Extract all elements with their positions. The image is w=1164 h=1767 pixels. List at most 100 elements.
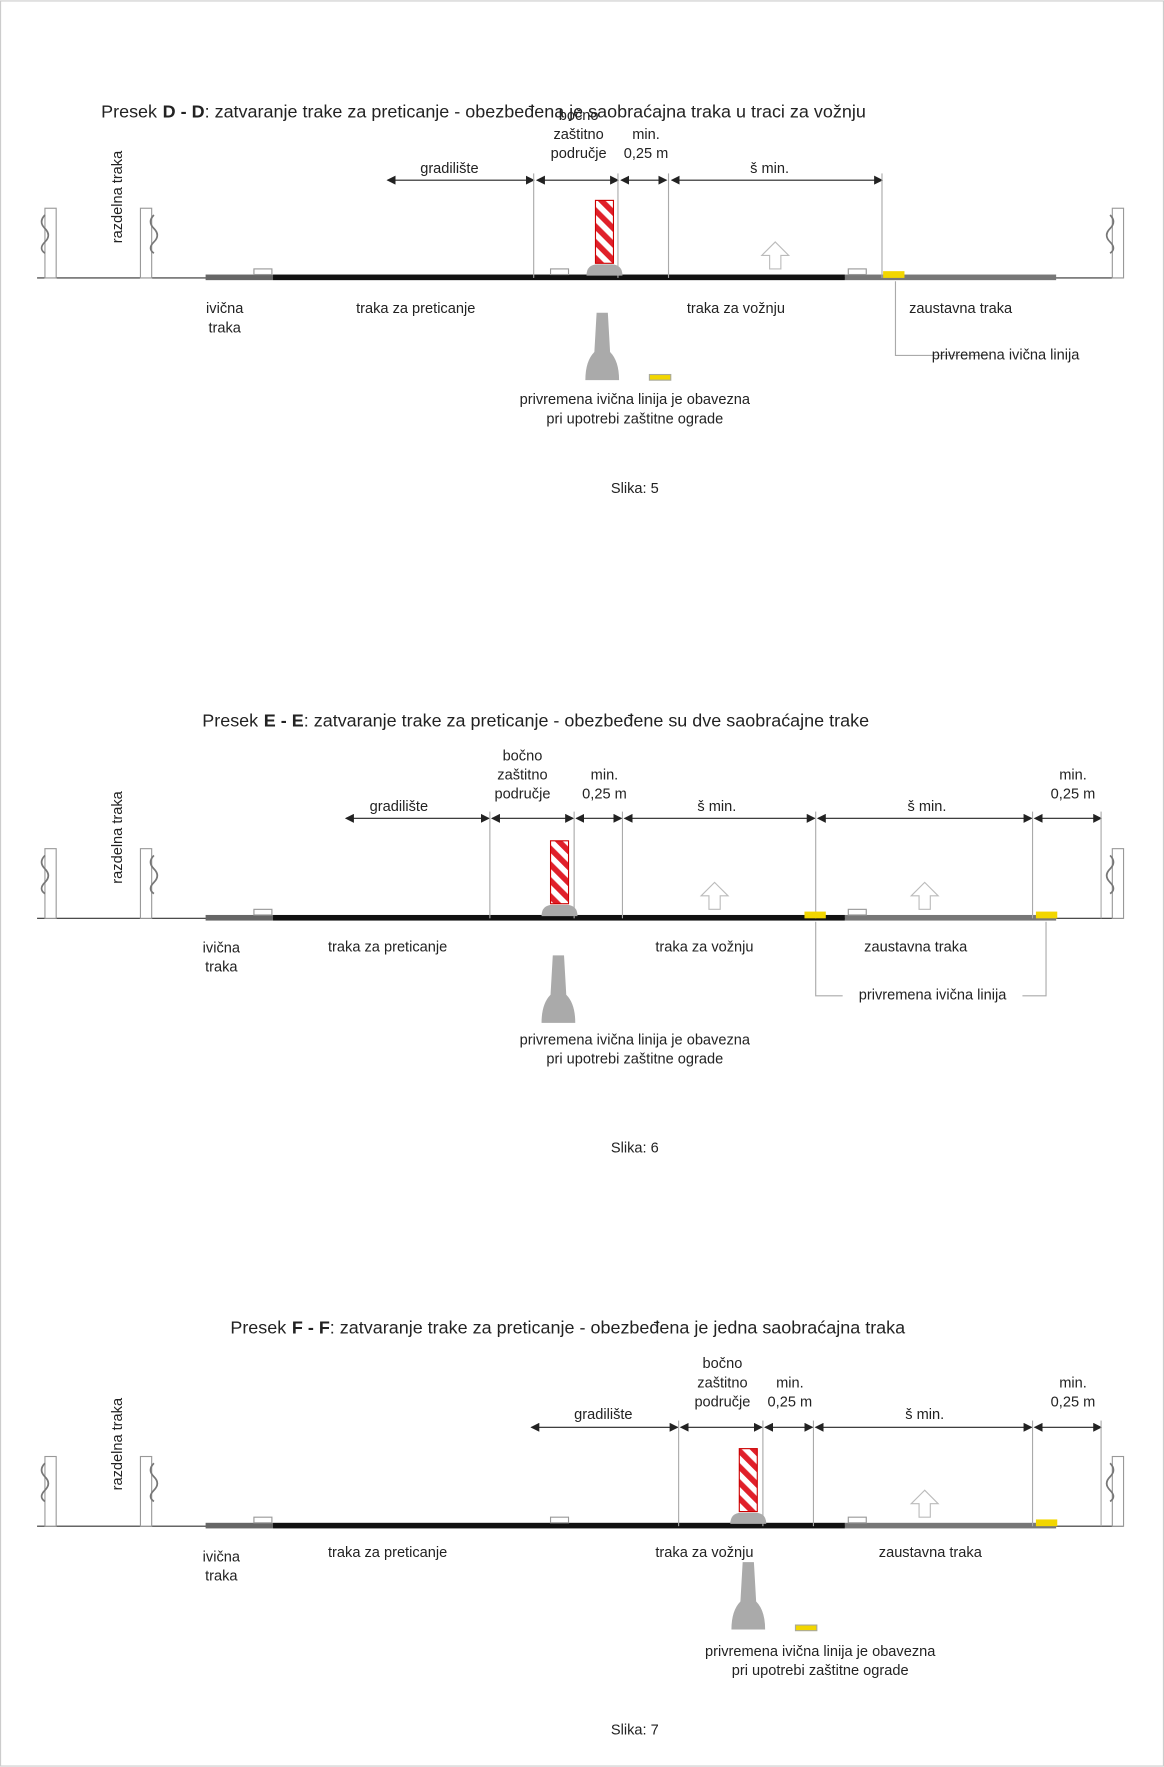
shoulder (844, 914, 1057, 921)
label: područje (494, 787, 550, 803)
label: š min. (907, 799, 946, 815)
label: 0,25 m (582, 787, 627, 803)
label: pri upotrebi zaštitne ograde (546, 1052, 723, 1068)
label: privremena ivična linija (859, 988, 1008, 1004)
label: razdelna traka (110, 1397, 126, 1490)
temporary-marking (648, 373, 672, 381)
title-code: D - D (163, 101, 205, 121)
guardrail-beam (40, 1462, 50, 1503)
section-title: Presek D - D: zatvaranje trake za pretica… (101, 101, 866, 121)
road-marker (549, 268, 570, 276)
label: gradilište (574, 1407, 632, 1423)
label: razdelna traka (110, 790, 126, 883)
edge-strip (205, 914, 274, 921)
label: 0,25 m (1051, 787, 1096, 803)
label: 0,25 m (768, 1394, 813, 1410)
label: traka (208, 320, 241, 336)
label: ivična (206, 301, 244, 317)
temporary-marking (1035, 1519, 1058, 1527)
direction-arrow (699, 881, 730, 910)
guardrail-beam (149, 214, 159, 254)
guardrail-post (44, 848, 57, 919)
warning-post (738, 1448, 758, 1513)
label: zaštitno (497, 767, 547, 783)
section-title: Presek F - F: zatvaranje trake za pretica… (230, 1317, 905, 1337)
road-marker (847, 268, 867, 276)
shoulder (844, 274, 1057, 281)
guardrail-beam (149, 1462, 159, 1503)
temporary-marking (794, 1624, 818, 1632)
guardrail-beam (40, 214, 50, 254)
title-prefix: Presek (101, 101, 158, 121)
guardrail-beam (149, 854, 159, 895)
label: traka za preticanje (356, 301, 475, 317)
title-text: : zatvaranje trake za preticanje - obezb… (205, 101, 866, 121)
warning-post (549, 840, 570, 905)
shoulder (844, 1522, 1057, 1529)
label: traka (205, 1569, 238, 1585)
leader-line (1022, 921, 1047, 997)
carriageway (273, 274, 845, 281)
label: privremena ivična linija je obavezna (520, 1033, 751, 1049)
caption: Slika: 7 (611, 1723, 659, 1739)
barrier-base (730, 1512, 767, 1524)
road-marker (253, 1516, 273, 1524)
label: traka za preticanje (328, 939, 447, 955)
guardrail-post (44, 207, 57, 279)
label: š min. (750, 161, 789, 177)
barrier-base (586, 264, 623, 276)
carriageway (273, 914, 845, 921)
temporary-marking (883, 271, 905, 278)
label: ivična (203, 941, 241, 957)
leader-line (894, 281, 989, 356)
label: traka za vožnju (655, 1545, 753, 1561)
label: š min. (905, 1407, 944, 1423)
guardrail-beam (1105, 1462, 1115, 1503)
title-prefix: Presek (202, 710, 259, 730)
title-text: : zatvaranje trake za preticanje - obezb… (330, 1317, 905, 1337)
concrete-barrier (731, 1562, 766, 1630)
carriageway (273, 1522, 845, 1529)
label: zaustavna traka (864, 939, 968, 955)
label: zaštitno (553, 127, 603, 143)
concrete-barrier (541, 955, 576, 1023)
label: traka (205, 960, 238, 976)
title-code: F - F (292, 1317, 330, 1337)
label: gradilište (370, 799, 428, 815)
temporary-marking (1035, 911, 1058, 919)
label: bočno (503, 748, 543, 764)
label: traka za vožnju (687, 301, 785, 317)
guardrail-post (1111, 1455, 1125, 1527)
label: traka za preticanje (328, 1545, 447, 1561)
label: min. (1059, 767, 1087, 783)
edge-strip (205, 274, 274, 281)
label: privremena ivična linija (932, 347, 1081, 363)
label: područje (694, 1394, 750, 1410)
direction-arrow (909, 881, 940, 910)
label: š min. (697, 799, 736, 815)
guardrail-beam (1105, 854, 1115, 895)
temporary-marking (804, 911, 826, 919)
direction-arrow (909, 1489, 940, 1518)
label: privremena ivična linija je obavezna (705, 1644, 936, 1660)
guardrail-post (1111, 207, 1125, 279)
barrier-base (541, 904, 578, 917)
label: privremena ivična linija je obavezna (520, 392, 751, 408)
title-code: E - E (264, 710, 304, 730)
guardrail-post (44, 1455, 57, 1527)
direction-arrow (760, 241, 791, 270)
label: zaustavna traka (879, 1545, 983, 1561)
road-marker (847, 908, 867, 916)
label: područje (551, 146, 607, 162)
label: ivična (203, 1549, 241, 1565)
guardrail-post (1111, 848, 1125, 919)
label: min. (776, 1375, 804, 1391)
label: 0,25 m (1051, 1394, 1096, 1410)
label: bočno (703, 1356, 743, 1372)
label: razdelna traka (110, 150, 126, 243)
guardrail-beam (40, 854, 50, 895)
label: zaštitno (697, 1375, 747, 1391)
road-marker (549, 1516, 570, 1524)
